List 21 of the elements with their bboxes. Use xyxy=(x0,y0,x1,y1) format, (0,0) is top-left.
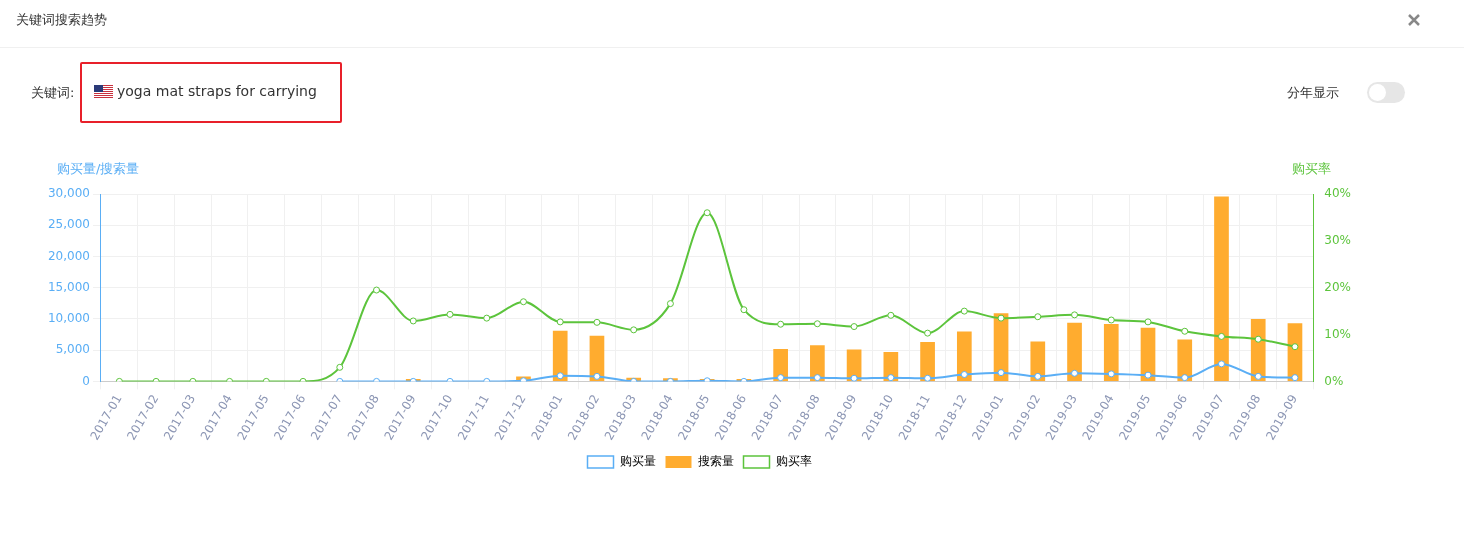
legend-label: 购买量 xyxy=(619,454,656,469)
y-tick-label: 25,000 xyxy=(47,217,90,232)
y-axis-title: 购买量/搜索量 xyxy=(57,160,140,178)
y2-axis-title: 购买率 xyxy=(1292,160,1331,178)
legend-label: 购买率 xyxy=(775,454,812,469)
text: yoga mat straps for carrying xyxy=(117,83,317,99)
legend-label: 搜索量 xyxy=(697,454,734,469)
y-tick-label: 0 xyxy=(82,373,90,388)
y2-tick-label: 40% xyxy=(1324,186,1351,201)
y-tick-label: 10,000 xyxy=(47,311,90,326)
y-tick-label: 15,000 xyxy=(47,279,90,294)
text: 分年显示 xyxy=(1287,84,1339,102)
chart-title: 关键词搜索趋势 xyxy=(16,11,107,29)
y2-tick-label: 20% xyxy=(1324,279,1351,294)
y-tick-label: 5,000 xyxy=(55,342,90,357)
text: 关键词: xyxy=(31,84,75,102)
y2-tick-label: 10% xyxy=(1324,326,1351,341)
y-tick-label: 30,000 xyxy=(47,186,90,201)
y2-tick-label: 30% xyxy=(1324,232,1351,247)
y2-tick-label: 0% xyxy=(1324,373,1344,388)
y-tick-label: 20,000 xyxy=(47,248,90,263)
